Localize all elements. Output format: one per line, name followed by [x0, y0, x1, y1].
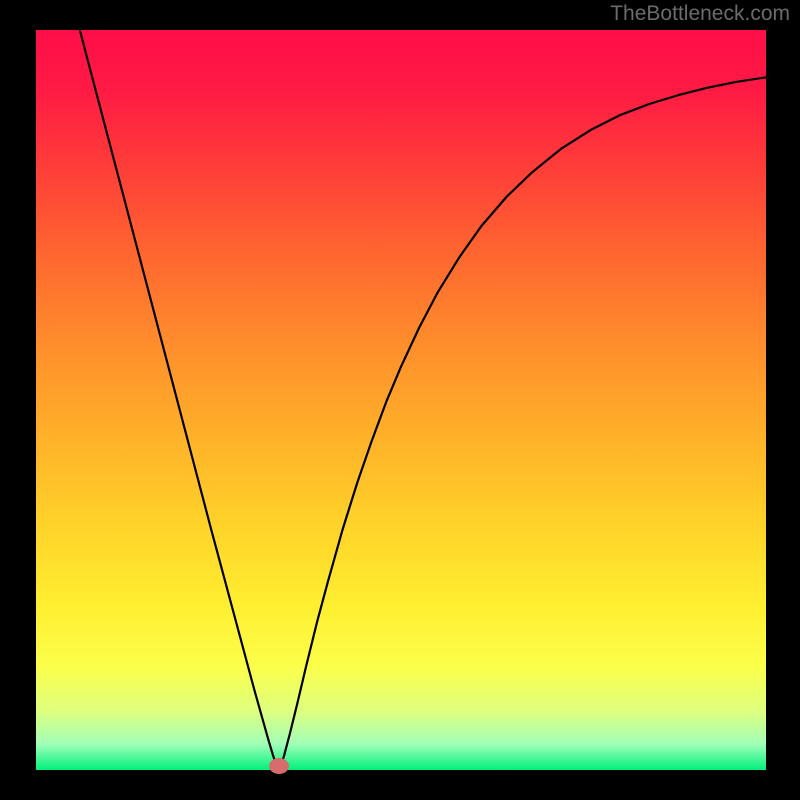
watermark-text: TheBottleneck.com [610, 2, 790, 26]
chart-plot-area [36, 30, 766, 770]
